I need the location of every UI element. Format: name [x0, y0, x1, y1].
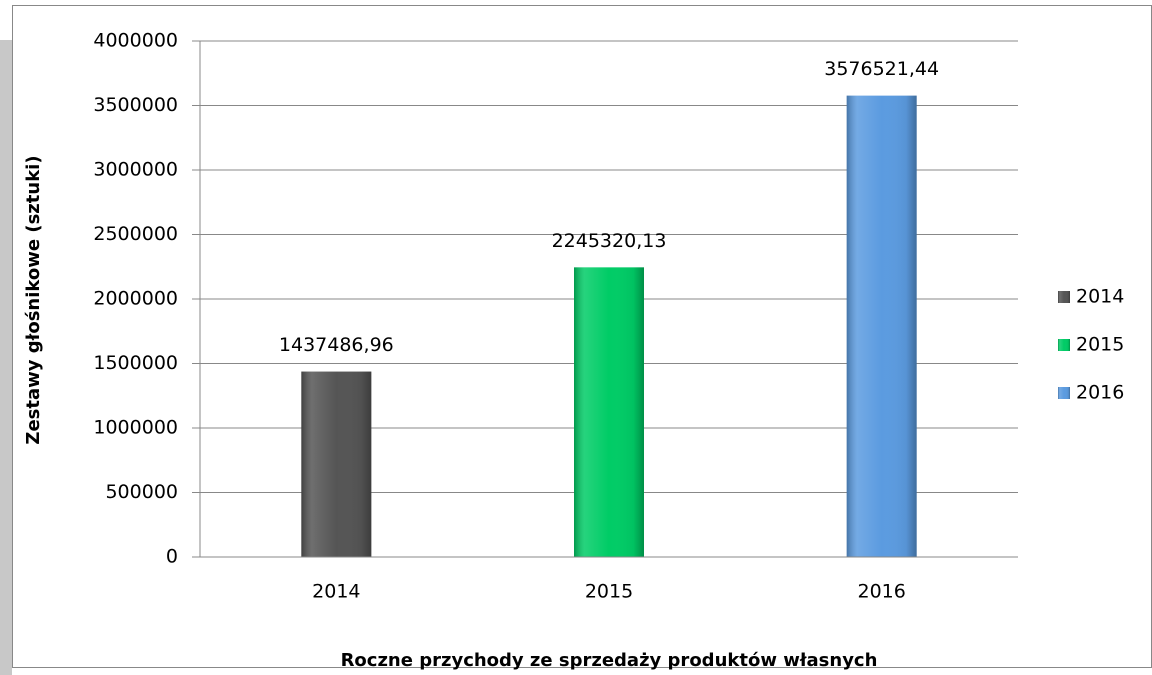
y-tick-label: 1500000 [93, 352, 178, 374]
bar-shine [574, 267, 644, 557]
legend-swatch-shine [1058, 291, 1070, 303]
legend-label: 2014 [1076, 286, 1124, 308]
x-tick-label: 2014 [312, 581, 360, 603]
y-tick-label: 3000000 [93, 159, 178, 181]
data-label: 3576521,44 [824, 58, 939, 80]
y-tick-label: 500000 [105, 481, 178, 503]
data-label: 1437486,96 [279, 334, 394, 356]
y-tick-label: 2500000 [93, 223, 178, 245]
x-tick-label: 2015 [585, 581, 633, 603]
x-tick-label: 2016 [857, 581, 905, 603]
legend-label: 2016 [1076, 382, 1124, 404]
legend-swatch-shine [1058, 387, 1070, 399]
y-tick-label: 2000000 [93, 288, 178, 310]
legend-swatch-shine [1058, 339, 1070, 351]
y-tick-label: 0 [166, 546, 178, 568]
x-axis-title: Roczne przychody ze sprzedaży produktów … [341, 650, 878, 671]
y-tick-label: 3500000 [93, 94, 178, 116]
bar-shine [846, 95, 917, 558]
legend-label: 2015 [1076, 334, 1124, 356]
y-tick-label: 1000000 [93, 417, 178, 439]
side-strip [0, 40, 12, 675]
bar-shine [301, 371, 372, 557]
y-axis-title: Zestawy głośnikowe (sztuki) [23, 155, 44, 444]
data-label: 2245320,13 [552, 230, 667, 252]
y-tick-label: 4000000 [93, 30, 178, 52]
